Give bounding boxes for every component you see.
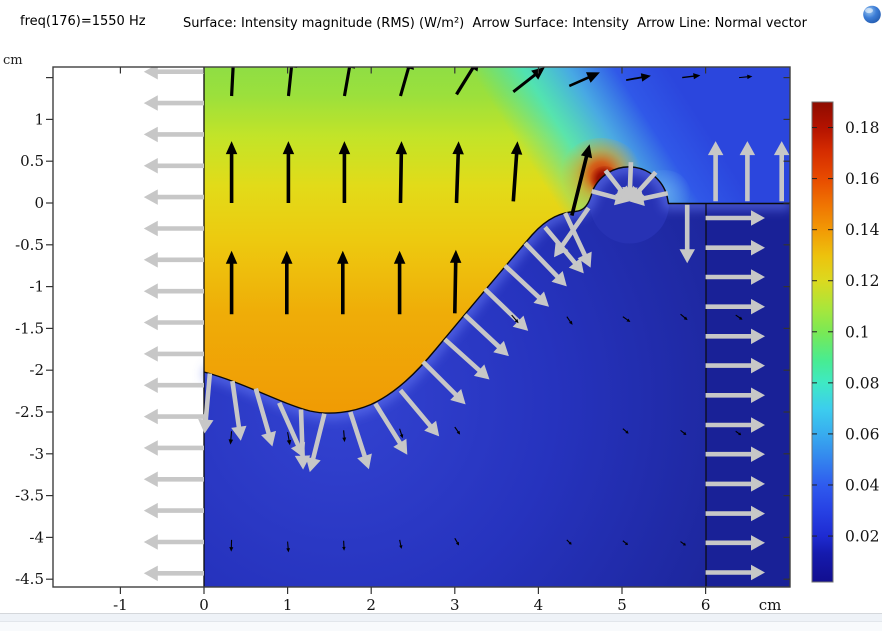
air-region-cool bbox=[204, 67, 790, 414]
y-tick-label: -4.5 bbox=[15, 570, 44, 588]
y-axis-unit: cm bbox=[3, 53, 23, 68]
y-tick-label: -0.5 bbox=[15, 236, 44, 254]
intensity-arrows bbox=[225, 67, 753, 553]
colorbar-tick-label: 0.02 bbox=[845, 528, 880, 546]
x-tick-label: 6 bbox=[701, 596, 711, 614]
plot-frame bbox=[52, 66, 791, 588]
y-tick-label: -3.5 bbox=[15, 487, 44, 505]
comsol-logo-icon[interactable] bbox=[863, 5, 881, 24]
x-tick-label: 3 bbox=[450, 596, 460, 614]
colorbar-tick-label: 0.16 bbox=[845, 170, 880, 188]
colorbar-tick-label: 0.06 bbox=[845, 425, 880, 443]
colorbar-tick-label: 0.12 bbox=[845, 272, 880, 290]
colorbar-ticks: 0.18 0.16 0.14 0.12 0.1 0.08 0.06 0.04 0.02 bbox=[812, 119, 880, 546]
colorbar-tick-label: 0.1 bbox=[845, 323, 870, 341]
x-tick-label: 1 bbox=[283, 596, 293, 614]
plot-title: Surface: Intensity magnitude (RMS) (W/m²… bbox=[183, 16, 807, 31]
y-tick-label: -3 bbox=[29, 445, 44, 463]
y-tick-label: -1.5 bbox=[15, 319, 44, 337]
x-tick-label: 5 bbox=[617, 596, 627, 614]
colorbar-tick-label: 0.18 bbox=[845, 119, 880, 137]
bottom-panel-divider-2 bbox=[0, 621, 882, 622]
intensity-surface bbox=[143, 67, 790, 587]
y-tick-label: 1 bbox=[34, 110, 44, 128]
x-tick-label: 2 bbox=[366, 596, 376, 614]
y-tick-label: -1 bbox=[29, 278, 44, 296]
bump-region bbox=[590, 164, 669, 244]
x-tick-label: 0 bbox=[199, 596, 209, 614]
x-tick-label: -1 bbox=[113, 596, 128, 614]
axes: -1 0 1 2 3 4 5 6 1 0.5 0 -0.5 -1 -1.5 -2 -2.5 -3 -3.5 -4 -4… bbox=[15, 67, 790, 614]
y-tick-label: 0.5 bbox=[20, 152, 44, 170]
x-axis-unit: cm bbox=[759, 596, 782, 614]
y-tick-label: -4 bbox=[29, 528, 44, 546]
colorbar-tick-label: 0.08 bbox=[845, 374, 880, 392]
y-tick-label: -2 bbox=[29, 361, 44, 379]
x-tick-label: 4 bbox=[534, 596, 544, 614]
colorbar: 0.18 0.16 0.14 0.12 0.1 0.08 0.06 0.04 0.02 bbox=[811, 101, 880, 583]
bottom-panel-band-2 bbox=[0, 622, 882, 631]
colorbar-tick-label: 0.14 bbox=[845, 221, 880, 239]
colorbar-tick-label: 0.04 bbox=[845, 476, 880, 494]
bottom-panel-divider bbox=[0, 613, 882, 614]
colorbar-gradient bbox=[811, 101, 834, 583]
bottom-panel-band bbox=[0, 614, 882, 621]
parameter-label: freq(176)=1550 Hz bbox=[20, 14, 146, 29]
domain-boundary-line bbox=[203, 166, 790, 414]
y-tick-label: -2.5 bbox=[15, 403, 44, 421]
y-tick-label: 0 bbox=[34, 194, 44, 212]
